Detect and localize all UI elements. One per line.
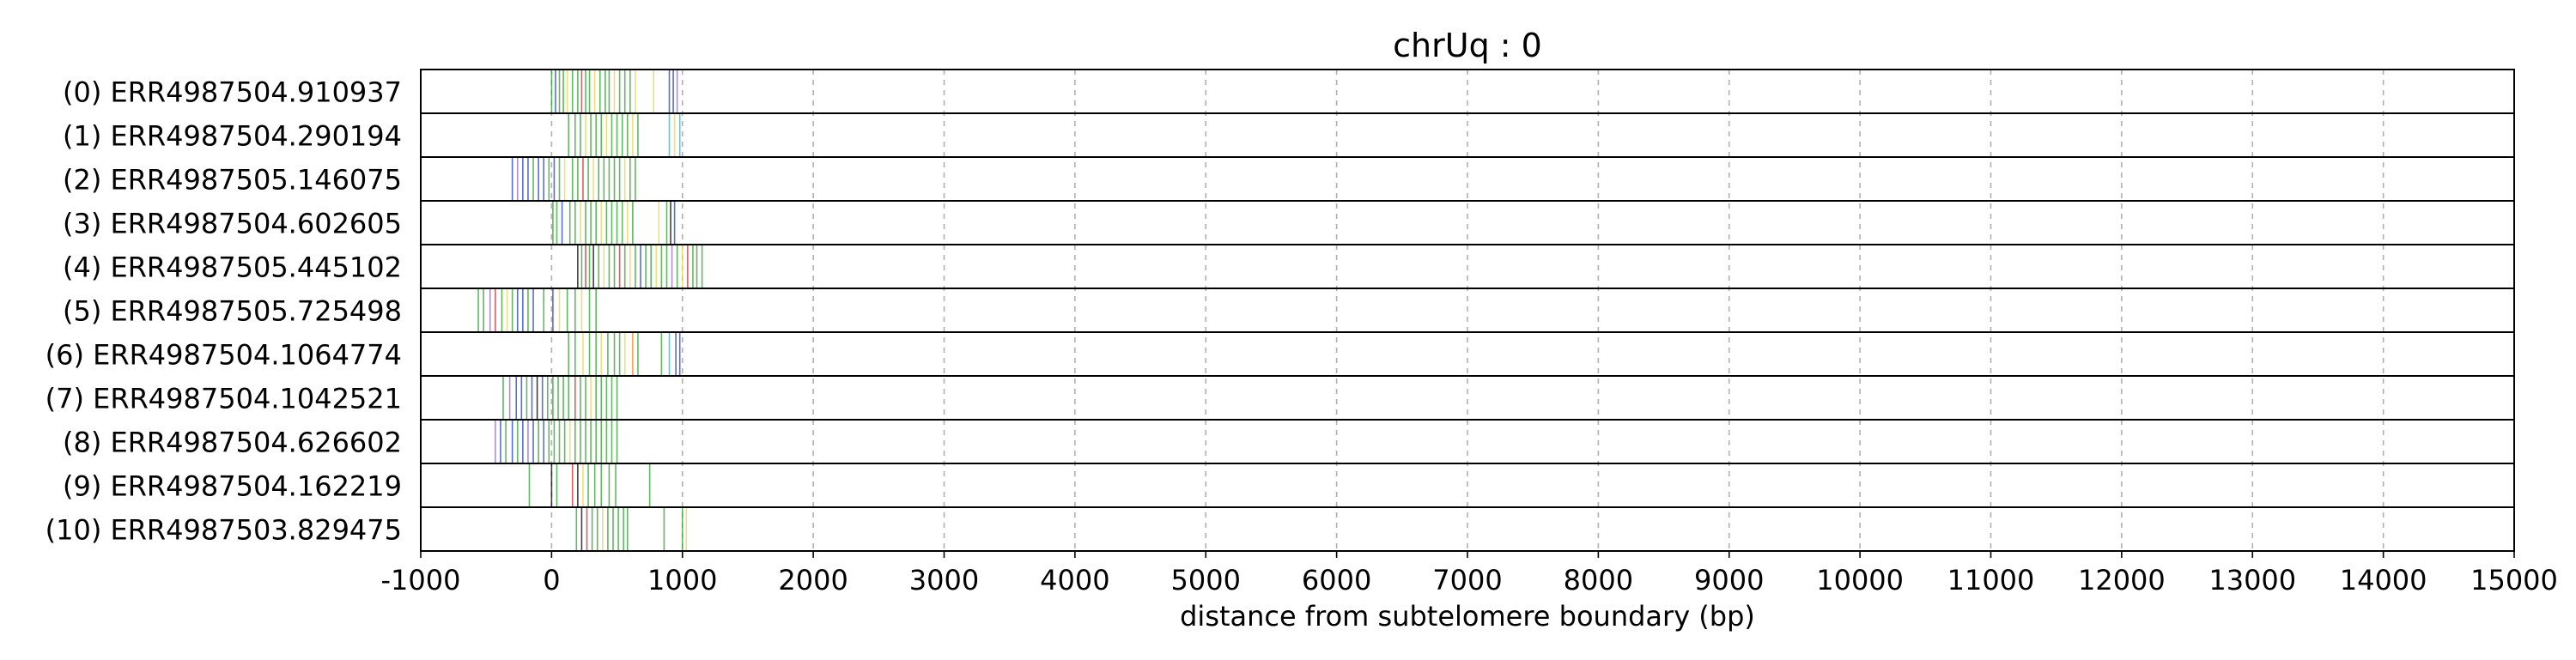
x-tick-label: 1000	[647, 564, 717, 596]
read-labels: (0) ERR4987504.910937 (1) ERR4987504.2901…	[46, 76, 402, 547]
x-tick-label: 2000	[778, 564, 848, 596]
x-tick-label: 3000	[909, 564, 979, 596]
x-tick-label: 14000	[2340, 564, 2427, 596]
read-lanes	[420, 69, 2515, 552]
x-tick-label: 11000	[1947, 564, 2035, 596]
read-label: (0) ERR4987504.910937	[63, 76, 402, 109]
read-label: (3) ERR4987504.602605	[63, 208, 402, 240]
x-tick-label: 4000	[1040, 564, 1109, 596]
read-label: (9) ERR4987504.162219	[63, 470, 402, 503]
x-tick-label: 10000	[1816, 564, 1904, 596]
x-tick-label: 15000	[2470, 564, 2558, 596]
x-tick-label: 5000	[1171, 564, 1241, 596]
read-label: (8) ERR4987504.626602	[63, 427, 402, 459]
x-tick-label: -1000	[381, 564, 461, 596]
chart-title: chrUq : 0	[1393, 27, 1542, 64]
read-label: (10) ERR4987503.829475	[46, 514, 402, 547]
x-tick-label: 13000	[2208, 564, 2296, 596]
read-label: (7) ERR4987504.1042521	[46, 383, 402, 415]
x-axis-ticks: -1000 0 1000 2000 3000 4000 5000 6000 7000 8000 90…	[381, 551, 2558, 596]
x-tick-label: 9000	[1694, 564, 1764, 596]
read-label: (6) ERR4987504.1064774	[46, 339, 402, 372]
read-label: (2) ERR4987505.146075	[63, 164, 402, 197]
read-label: (5) ERR4987505.725498	[63, 295, 402, 328]
x-axis-label: distance from subtelomere boundary (bp)	[1180, 600, 1755, 633]
x-gridlines	[420, 70, 2515, 551]
x-tick-label: 0	[543, 564, 560, 596]
read-label: (4) ERR4987505.445102	[63, 251, 402, 284]
x-tick-label: 6000	[1302, 564, 1371, 596]
x-tick-label: 7000	[1432, 564, 1502, 596]
x-tick-label: 8000	[1564, 564, 1633, 596]
read-events	[477, 70, 703, 550]
x-tick-label: 12000	[2078, 564, 2166, 596]
read-label: (1) ERR4987504.290194	[63, 120, 402, 153]
